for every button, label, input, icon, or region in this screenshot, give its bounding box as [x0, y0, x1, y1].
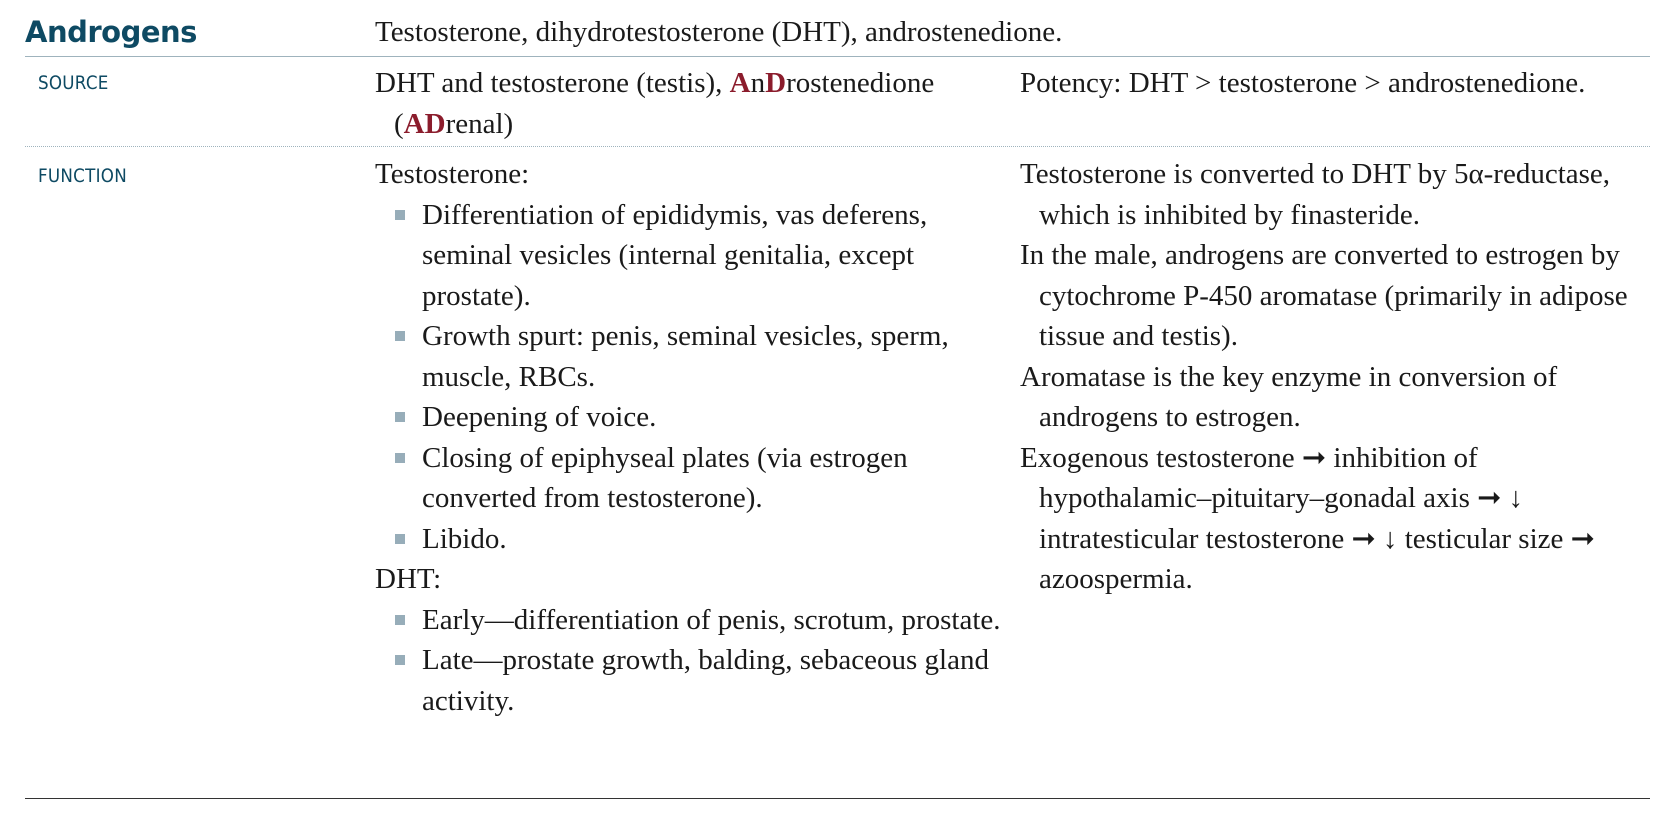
source-description: DHT and testosterone (testis), AnDrosten…	[375, 63, 1039, 144]
mnemonic-highlight: AD	[403, 107, 446, 140]
list-item-text: Late—prostate growth, balding, sebaceous…	[422, 644, 989, 717]
source-text-part: DHT and testosterone (testis),	[375, 67, 730, 99]
list-item: Differentiation of epididymis, vas defer…	[375, 195, 1020, 317]
bullet-icon	[395, 655, 405, 665]
list-item-text: Early—differentiation of penis, scrotum,…	[422, 603, 1001, 636]
list-item-text: Libido.	[422, 522, 507, 555]
bullet-icon	[395, 209, 405, 220]
list-item-text: Closing of epiphyseal plates (via estrog…	[422, 441, 908, 515]
source-text-part: rostenedione (	[394, 67, 935, 140]
list-item: Early—differentiation of penis, scrotum,…	[375, 600, 1020, 641]
source-text-part: renal)	[445, 107, 514, 140]
table-header-row: Androgens Testosterone, dihydrotestoster…	[25, 12, 1650, 57]
dht-heading: DHT:	[375, 563, 442, 595]
table-title: Androgens	[25, 15, 197, 49]
source-label: SOURCE	[38, 72, 109, 94]
testosterone-heading: Testosterone:	[375, 158, 530, 190]
mnemonic-highlight: A	[729, 67, 751, 99]
source-note: Potency: DHT > testosterone > androstene…	[1020, 67, 1586, 99]
bullet-icon	[395, 533, 405, 544]
list-item: Libido.	[375, 519, 1020, 560]
function-label: FUNCTION	[38, 165, 127, 187]
list-item: Deepening of voice.	[375, 397, 1020, 438]
list-item: Growth spurt: penis, seminal vesicles, s…	[375, 316, 1020, 397]
testosterone-list: Differentiation of epididymis, vas defer…	[375, 195, 1020, 560]
header-description: Testosterone, dihydrotestosterone (DHT),…	[375, 16, 1063, 48]
bullet-icon	[395, 331, 405, 341]
function-description: Testosterone: Differentiation of epididy…	[375, 154, 1020, 721]
list-item-text: Differentiation of epididymis, vas defer…	[422, 198, 928, 312]
mnemonic-highlight: D	[765, 67, 787, 99]
list-item-text: Deepening of voice.	[422, 401, 657, 433]
list-item-text: Growth spurt: penis, seminal vesicles, s…	[422, 320, 949, 393]
androgens-table: Androgens Testosterone, dihydrotestoster…	[25, 0, 1650, 836]
function-note: In the male, androgens are converted to …	[1020, 239, 1628, 352]
bullet-icon	[395, 452, 405, 463]
dht-list: Early—differentiation of penis, scrotum,…	[375, 600, 1020, 722]
bullet-icon	[395, 614, 405, 625]
function-notes: Testosterone is converted to DHT by 5α-r…	[1020, 154, 1650, 600]
function-note: Aromatase is the key enzyme in conversio…	[1020, 360, 1558, 434]
function-row: FUNCTION Testosterone: Differentiation o…	[25, 150, 1650, 799]
bullet-icon	[395, 412, 405, 422]
list-item: Late—prostate growth, balding, sebaceous…	[375, 640, 1020, 721]
source-text-part: n	[750, 67, 766, 99]
function-note: Testosterone is converted to DHT by 5α-r…	[1020, 158, 1611, 231]
list-item: Closing of epiphyseal plates (via estrog…	[375, 438, 1020, 519]
source-row: SOURCE DHT and testosterone (testis), An…	[25, 60, 1650, 147]
function-note: Exogenous testosterone ➞ inhibition of h…	[1020, 441, 1595, 596]
